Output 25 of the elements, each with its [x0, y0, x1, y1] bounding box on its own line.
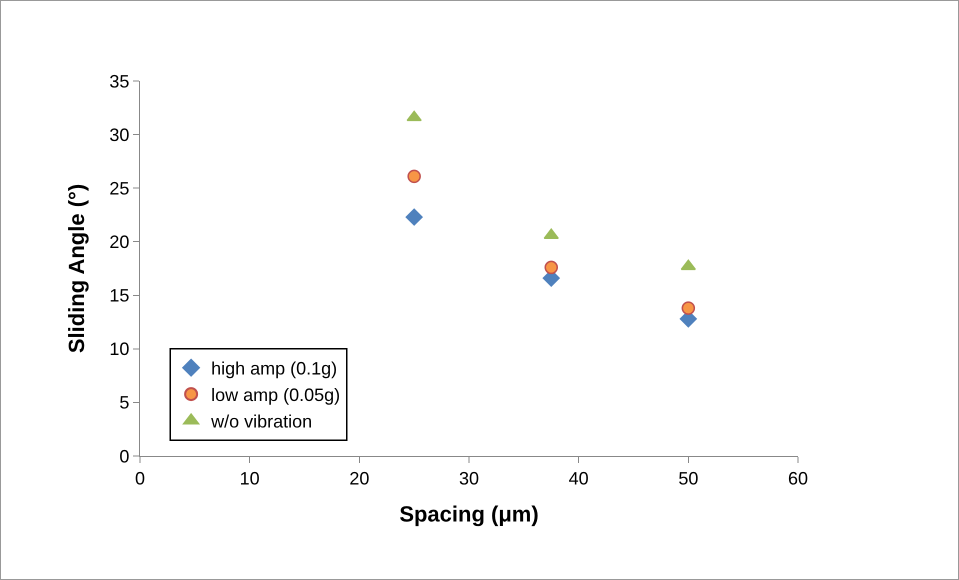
- y-axis-title: Sliding Angle (°): [64, 184, 90, 354]
- x-tick-label: 0: [134, 468, 146, 489]
- point: [544, 260, 558, 274]
- x-tick-label: 10: [240, 468, 260, 489]
- x-axis-title: Spacing (μm): [399, 502, 539, 526]
- y-tick-label: 15: [109, 286, 130, 306]
- legend-label: high amp (0.1g): [211, 358, 338, 379]
- y-tick-label: 35: [109, 71, 130, 92]
- x-tick-label: 40: [568, 468, 589, 489]
- point: [682, 301, 696, 315]
- x-tick-label: 30: [458, 468, 480, 489]
- legend-label: w/o vibration: [210, 412, 312, 432]
- point: [407, 170, 421, 184]
- point: [406, 208, 423, 226]
- legend-label: low amp (0.05g): [211, 385, 340, 406]
- x-tick-label: 50: [678, 468, 698, 489]
- x-tick-label: 60: [788, 468, 808, 489]
- y-tick-label: 30: [109, 124, 130, 145]
- y-tick-label: 0: [119, 446, 130, 466]
- point: [544, 228, 559, 240]
- y-tick-label: 25: [109, 178, 130, 198]
- y-tick-label: 5: [119, 392, 130, 413]
- x-tick-label: 20: [349, 468, 370, 489]
- y-tick-label: 10: [109, 339, 130, 360]
- y-tick-label: 20: [109, 232, 130, 252]
